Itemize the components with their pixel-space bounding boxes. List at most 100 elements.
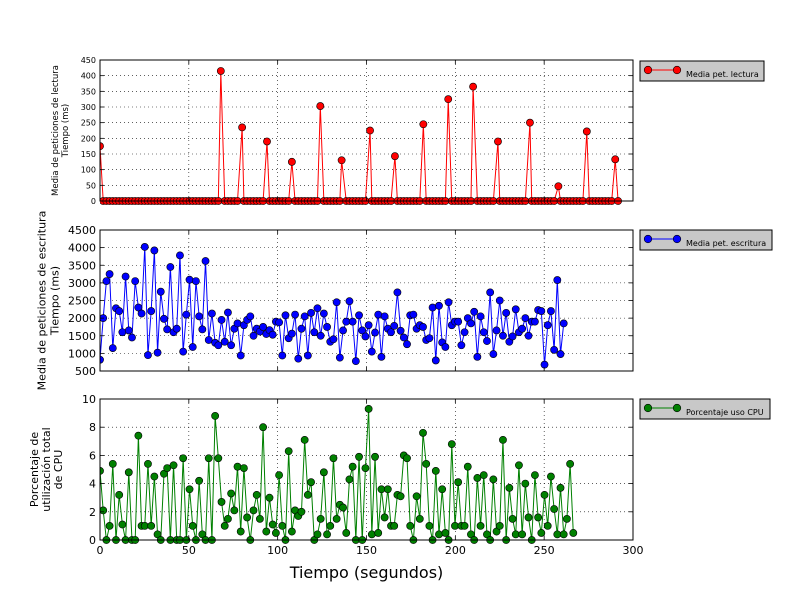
data-point bbox=[310, 328, 319, 337]
data-point bbox=[342, 529, 351, 537]
data-point bbox=[176, 251, 184, 260]
data-point bbox=[332, 298, 341, 307]
data-point bbox=[137, 309, 146, 318]
data-point bbox=[419, 323, 427, 331]
data-point bbox=[332, 514, 341, 523]
data-point bbox=[531, 317, 539, 326]
data-point bbox=[227, 341, 236, 350]
data-point bbox=[473, 352, 482, 361]
data-point bbox=[238, 123, 247, 132]
data-point bbox=[195, 476, 204, 485]
y-axis-label: Porcentaje deutilización totalde CPU bbox=[28, 427, 65, 511]
data-point bbox=[313, 304, 322, 313]
data-point bbox=[531, 471, 539, 480]
data-point bbox=[313, 530, 322, 539]
y-tick-label: 350 bbox=[81, 87, 96, 96]
legend-marker bbox=[643, 65, 653, 75]
data-point bbox=[534, 513, 543, 522]
data-point bbox=[124, 326, 133, 335]
data-point bbox=[147, 522, 156, 530]
data-point bbox=[128, 333, 136, 342]
data-point bbox=[214, 454, 223, 463]
data-point bbox=[492, 326, 501, 335]
data-point bbox=[524, 513, 533, 522]
data-point bbox=[195, 312, 204, 321]
data-point bbox=[419, 120, 428, 129]
data-point bbox=[329, 335, 338, 344]
data-point bbox=[263, 137, 271, 146]
data-point bbox=[211, 412, 220, 420]
data-point bbox=[265, 493, 274, 502]
data-point bbox=[287, 157, 296, 166]
data-point bbox=[547, 307, 555, 315]
data-point bbox=[441, 343, 450, 351]
data-point bbox=[374, 310, 383, 319]
data-point bbox=[361, 332, 370, 341]
data-point bbox=[233, 462, 242, 471]
data-point bbox=[150, 472, 159, 481]
y-tick-label: 2500 bbox=[68, 295, 96, 308]
data-point bbox=[355, 452, 363, 461]
y-axis-label: Media de peticiones de lecturaTiempo (ms… bbox=[51, 65, 71, 196]
data-point bbox=[366, 126, 374, 135]
data-point bbox=[435, 530, 443, 539]
data-point bbox=[204, 336, 213, 344]
y-tick-label: 0 bbox=[91, 197, 96, 206]
data-point bbox=[524, 331, 533, 340]
data-point bbox=[337, 156, 346, 165]
data-point bbox=[230, 506, 239, 515]
x-tick-label: 200 bbox=[445, 544, 466, 557]
data-point bbox=[131, 277, 140, 286]
data-point bbox=[156, 287, 165, 296]
data-point bbox=[185, 275, 194, 284]
legend: Media pet. escritura bbox=[639, 229, 773, 251]
data-point bbox=[409, 310, 418, 319]
data-point bbox=[291, 310, 299, 319]
x-tick-label: 300 bbox=[623, 544, 644, 557]
data-point bbox=[419, 428, 427, 437]
data-point bbox=[339, 326, 347, 335]
data-point bbox=[463, 462, 472, 471]
data-point bbox=[383, 485, 392, 494]
data-point bbox=[249, 331, 258, 340]
data-point bbox=[454, 478, 463, 487]
data-point bbox=[144, 459, 152, 468]
data-point bbox=[390, 522, 399, 530]
data-point bbox=[134, 303, 143, 312]
data-point bbox=[208, 309, 216, 318]
y-tick-label: 200 bbox=[81, 134, 96, 143]
data-point bbox=[351, 357, 360, 366]
data-point bbox=[425, 334, 434, 343]
data-point bbox=[243, 513, 252, 522]
ticks: 0 50 100 150 200 250 300 350 400 450 bbox=[81, 56, 634, 206]
data-point bbox=[185, 485, 194, 494]
data-point bbox=[553, 276, 562, 284]
data-point bbox=[307, 308, 315, 317]
data-point bbox=[403, 454, 411, 463]
data-point bbox=[287, 527, 296, 536]
data-point bbox=[540, 490, 549, 499]
data-point bbox=[470, 307, 479, 316]
data-point bbox=[217, 498, 226, 506]
data-point bbox=[281, 311, 290, 320]
data-point bbox=[412, 492, 421, 501]
data-point bbox=[163, 464, 172, 472]
data-point bbox=[569, 529, 578, 537]
y-tick-label: 500 bbox=[75, 365, 96, 378]
y-tick-label: 50 bbox=[86, 181, 96, 190]
y-tick-label: 0 bbox=[89, 534, 96, 547]
data-point bbox=[550, 505, 559, 513]
data-point bbox=[508, 514, 517, 523]
write-requests-chart: Media pet. escritura 500 1000 1500 2000 2500 3… bbox=[35, 211, 773, 390]
data-point bbox=[255, 514, 264, 523]
data-point bbox=[364, 321, 373, 330]
data-point bbox=[118, 520, 127, 529]
data-point bbox=[444, 95, 453, 104]
data-point bbox=[326, 522, 335, 530]
data-point bbox=[479, 471, 488, 480]
data-point bbox=[494, 137, 502, 146]
data-point bbox=[495, 296, 504, 305]
data-point bbox=[169, 461, 178, 470]
y-tick-label: 3500 bbox=[68, 259, 96, 272]
data-point bbox=[316, 514, 325, 523]
